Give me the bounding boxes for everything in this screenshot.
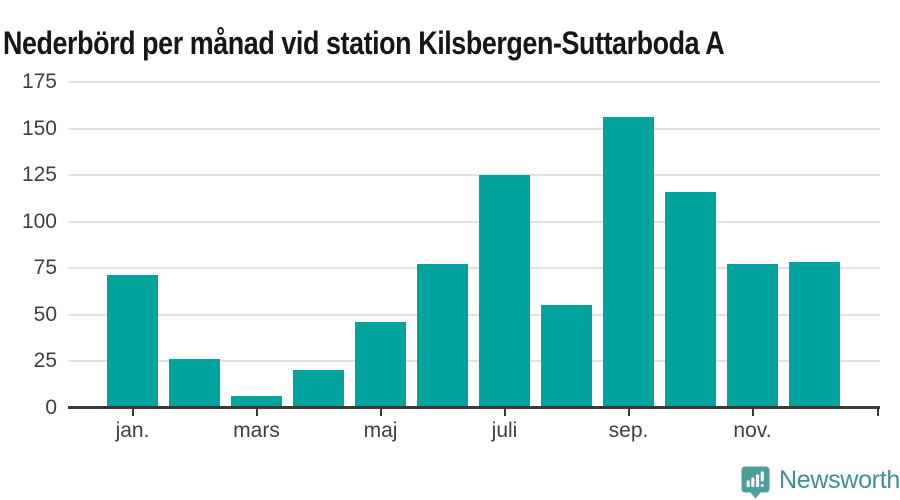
bar-sep. <box>603 117 654 408</box>
bar-nov. <box>727 264 778 408</box>
y-axis-label-100: 100 <box>21 209 57 233</box>
bar-aug. <box>541 305 592 408</box>
gridline-y-25 <box>68 360 880 362</box>
x-axis-tick-nov. <box>751 406 754 416</box>
x-axis-line <box>68 406 880 409</box>
x-axis-label-sep.: sep. <box>608 419 649 442</box>
newsworthy-speech-bubble-chart-icon <box>741 466 770 499</box>
x-axis-label-juli: juli <box>491 419 518 442</box>
bar-mars <box>231 396 282 408</box>
bar-okt. <box>665 192 716 408</box>
bar-maj <box>355 322 406 408</box>
x-axis-tick-jan. <box>131 406 134 416</box>
bar-dec. <box>789 262 840 408</box>
x-axis-label-mars: mars <box>233 419 280 442</box>
x-axis-label-maj: maj <box>363 419 398 442</box>
gridline-y-125 <box>68 174 880 176</box>
x-axis-end-tick <box>877 406 879 416</box>
gridline-y-50 <box>68 313 880 316</box>
bar-feb. <box>169 359 220 408</box>
bar-chart-plot-area: 0 25 50 75 100 125 150 175 jan. mars maj juli sep. no… <box>21 70 880 442</box>
newsworthy-brand-text: Newsworthy <box>779 466 900 494</box>
x-axis-tick-sep. <box>627 406 630 416</box>
y-axis-label-25: 25 <box>33 349 57 372</box>
gridline-y-150 <box>68 127 880 130</box>
y-axis-label-0: 0 <box>45 395 57 419</box>
bar-juli <box>479 175 530 408</box>
y-axis-label-175: 175 <box>21 70 57 93</box>
y-axis-label-75: 75 <box>33 256 57 279</box>
y-axis-label-50: 50 <box>33 302 57 326</box>
gridline-y-175 <box>68 81 880 83</box>
gridline-y-100 <box>68 220 880 223</box>
newsworthy-logo: Newsworthy <box>741 466 900 499</box>
x-axis-label-jan.: jan. <box>115 419 150 442</box>
bar-apr. <box>293 370 344 408</box>
y-axis-label-150: 150 <box>21 116 57 140</box>
x-axis-tick-juli <box>503 406 506 416</box>
gridline-y-75 <box>68 267 880 269</box>
bar-jan. <box>107 275 158 408</box>
bar-juni <box>417 264 468 408</box>
chart-title: Nederbörd per månad vid station Kilsberg… <box>3 25 725 62</box>
y-axis-label-125: 125 <box>21 163 57 186</box>
x-axis-tick-maj <box>379 406 382 416</box>
x-axis-label-nov.: nov. <box>733 419 772 442</box>
x-axis-tick-mars <box>255 406 258 416</box>
